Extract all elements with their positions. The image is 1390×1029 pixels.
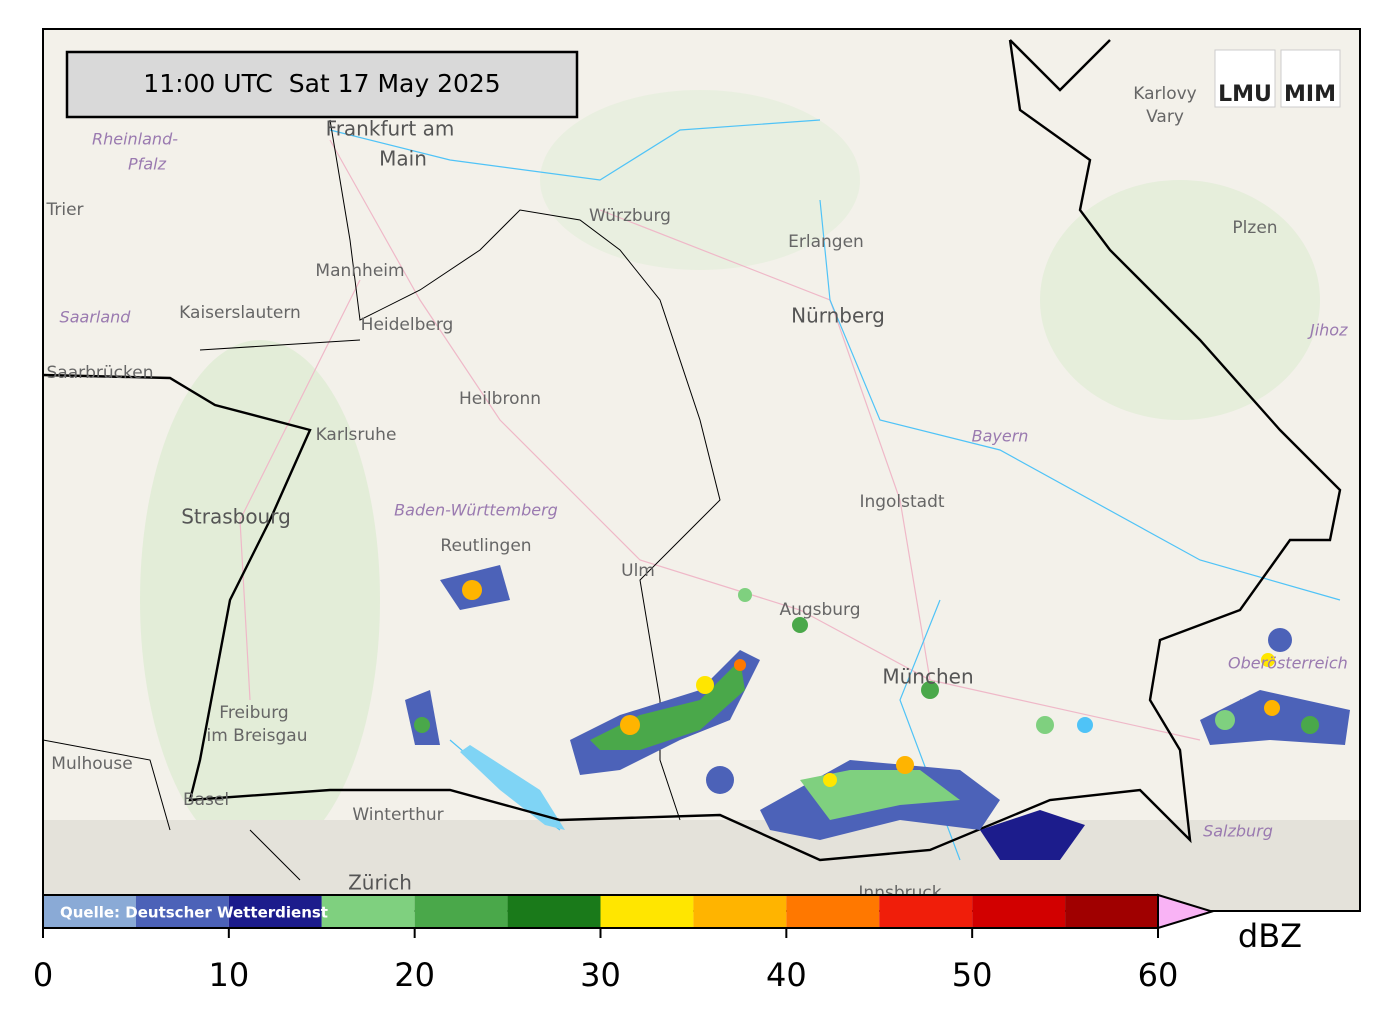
place-label: Main: [379, 147, 427, 171]
place-label: Heidelberg: [361, 315, 454, 335]
place-label: Oberösterreich: [1228, 654, 1348, 673]
colorbar-bin: [321, 895, 415, 928]
colorbar-bin: [228, 895, 322, 928]
colorbar-bin: [786, 895, 880, 928]
place-label: Winterthur: [352, 805, 443, 825]
place-label: Mannheim: [315, 261, 404, 281]
place-label: Jihoz: [1307, 321, 1348, 340]
colorbar-label: dBZ: [1238, 917, 1302, 955]
colorbar-bin: [879, 895, 973, 928]
colorbar-tick-label: 0: [33, 956, 53, 994]
place-label: Nürnberg: [791, 304, 885, 328]
place-label: Rheinland-: [92, 130, 178, 149]
place-label: Augsburg: [779, 600, 860, 620]
place-label: Karlovy: [1133, 84, 1197, 104]
place-label: Karlsruhe: [316, 425, 397, 445]
place-label: Saarland: [60, 308, 132, 327]
place-label: Baden-Württemberg: [394, 501, 558, 520]
colorbar-bin: [693, 895, 787, 928]
lake: [460, 745, 565, 830]
place-label: Zürich: [348, 871, 412, 895]
place-label: Vary: [1146, 107, 1184, 127]
place-label: Strasbourg: [181, 505, 291, 529]
colorbar-bin: [135, 895, 229, 928]
colorbar-bin: [507, 895, 601, 928]
place-label: Salzburg: [1203, 822, 1273, 841]
place-label: Plzen: [1232, 218, 1277, 238]
source-credit: Quelle: Deutscher Wetterdienst: [60, 904, 328, 922]
timestamp: 11:00 UTC Sat 17 May 2025: [143, 69, 500, 98]
colorbar-tick-label: 60: [1138, 956, 1179, 994]
basemap: [43, 29, 1360, 911]
place-label: Kaiserslautern: [179, 303, 301, 323]
colorbar-tick-label: 20: [394, 956, 435, 994]
place-label: Freiburg: [219, 703, 288, 723]
colorbar-tick-label: 50: [952, 956, 993, 994]
radar-echoes: [405, 565, 1350, 860]
place-label: im Breisgau: [207, 726, 308, 746]
colorbar-bin: [414, 895, 508, 928]
colorbar-tick-label: 40: [766, 956, 807, 994]
place-label: Bayern: [972, 427, 1029, 446]
colorbar-bin: [972, 895, 1066, 928]
colorbar-bin: [1065, 895, 1158, 928]
place-label: Ulm: [621, 561, 655, 581]
logo-text: MIM: [1284, 82, 1336, 107]
logo: LMU MIM: [1214, 49, 1341, 108]
place-label: Mulhouse: [51, 754, 132, 774]
place-label: Reutlingen: [440, 536, 531, 556]
place-label: Trier: [45, 200, 83, 220]
place-label: Pfalz: [128, 155, 167, 174]
place-label: Basel: [183, 790, 229, 810]
colorbar-tick-label: 30: [580, 956, 621, 994]
place-labels: Frankfurt am Main Würzburg Erlangen Nürn…: [45, 84, 1348, 903]
timestamp-box: [65, 50, 579, 119]
colorbar-bin: [43, 895, 136, 928]
place-label: Heilbronn: [459, 389, 541, 409]
colorbar-bin: [600, 895, 694, 928]
place-label: Würzburg: [589, 206, 671, 226]
place-label: Saarbrücken: [47, 363, 154, 383]
colorbar-tick-label: 10: [208, 956, 249, 994]
place-label: Ingolstadt: [859, 492, 944, 512]
colorbar: 0 10 20 30 40 50 60: [33, 893, 1216, 994]
place-label: Frankfurt am: [326, 117, 455, 141]
place-label: Erlangen: [788, 232, 864, 252]
place-label: München: [882, 665, 973, 689]
logo-text: LMU: [1218, 82, 1272, 107]
